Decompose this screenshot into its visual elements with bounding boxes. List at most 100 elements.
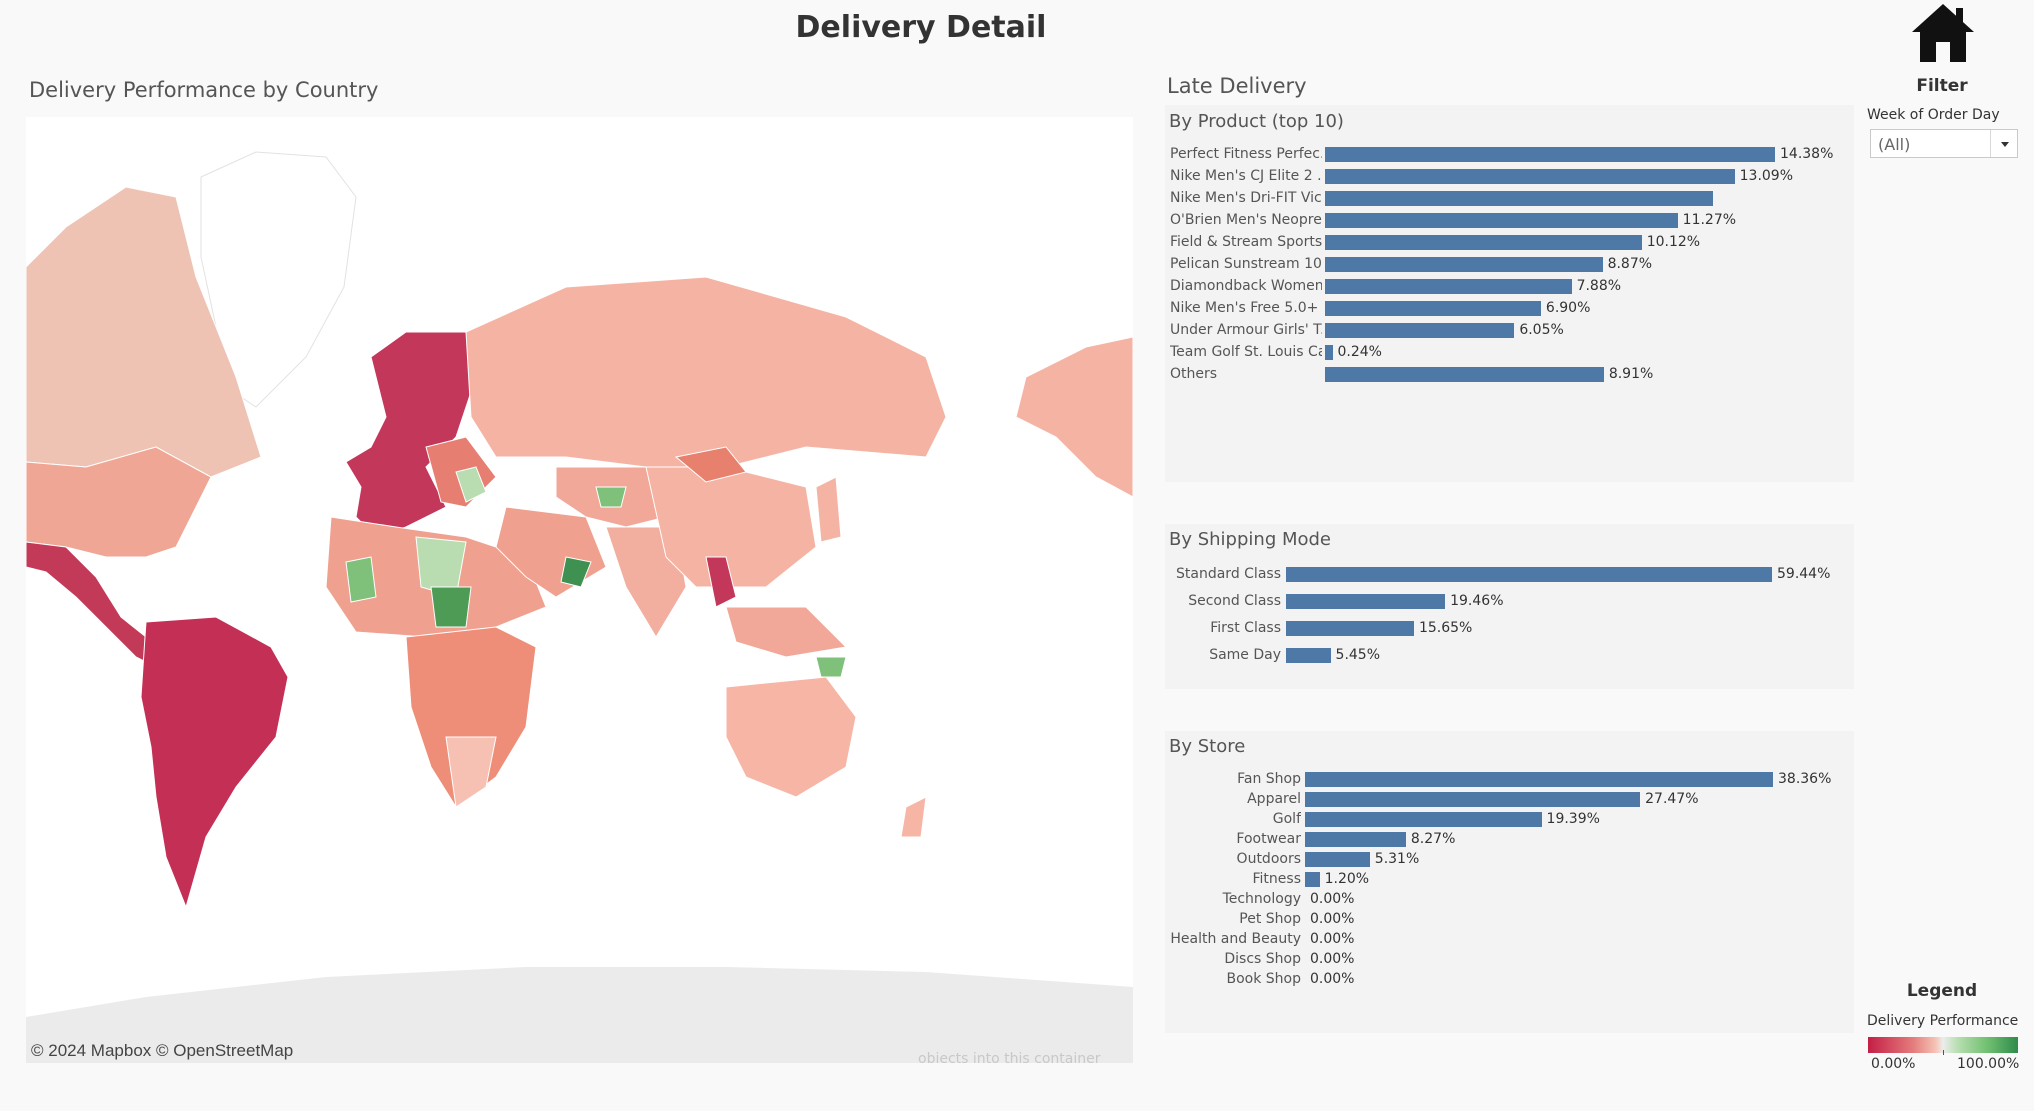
map-title: Delivery Performance by Country — [29, 78, 379, 102]
bar[interactable] — [1325, 191, 1714, 206]
bar-label: O'Brien Men's Neopre.. — [1170, 212, 1322, 228]
russia — [465, 276, 947, 468]
bar-value-label: 27.47% — [1645, 791, 1699, 807]
greenland — [200, 151, 357, 408]
bar-label: Golf — [1272, 811, 1301, 827]
map-canvas[interactable] — [26, 117, 1133, 1063]
bar[interactable] — [1286, 621, 1414, 636]
dashboard-title: Delivery Detail — [795, 10, 1047, 45]
bar-label: First Class — [1210, 620, 1281, 636]
filter-selected-value: (All) — [1878, 135, 1911, 154]
bar[interactable] — [1325, 169, 1735, 184]
bar-value-label: 19.46% — [1450, 593, 1504, 609]
antarctica — [26, 967, 1133, 1063]
bar-label: Nike Men's CJ Elite 2 .. — [1170, 168, 1322, 184]
bar-value-label: 8.87% — [1607, 256, 1653, 272]
by-shipping-panel: By Shipping Mode Standard Class 59.44% Sec… — [1165, 524, 1854, 689]
bar[interactable] — [1305, 792, 1641, 807]
bar-value-label: 14.38% — [1780, 146, 1834, 162]
late-delivery-title: Late Delivery — [1167, 74, 1307, 98]
map-attribution: © 2024 Mapbox © OpenStreetMap — [31, 1041, 294, 1060]
bar-value-label: 10.12% — [1646, 234, 1701, 250]
bar-value-label: 0.00% — [1310, 951, 1355, 967]
west-africa-green — [345, 556, 377, 603]
bar-label: Perfect Fitness Perfec.. — [1170, 146, 1322, 162]
tajikistan — [595, 486, 627, 508]
by-store-panel: By Store Fan Shop 38.36% Apparel 27.47% Golf… — [1165, 731, 1854, 1033]
laos — [705, 556, 737, 608]
bar-label: Discs Shop — [1224, 951, 1301, 967]
bar-label: Pet Shop — [1239, 911, 1301, 927]
bar[interactable] — [1305, 872, 1320, 887]
bar[interactable] — [1325, 323, 1515, 338]
bar[interactable] — [1305, 852, 1370, 867]
week-of-order-day-dropdown[interactable]: (All) — [1870, 129, 2018, 158]
new-zealand — [900, 796, 927, 838]
home-icon[interactable] — [1910, 2, 1976, 64]
south-america — [140, 616, 289, 909]
bar[interactable] — [1305, 772, 1773, 787]
bar-label: Same Day — [1209, 647, 1281, 663]
bar-label: Footwear — [1236, 831, 1301, 847]
bar-label: Nike Men's Free 5.0+ .. — [1170, 300, 1322, 316]
bar-value-label: 15.65% — [1418, 620, 1473, 636]
bar-value-label: 8.27% — [1410, 831, 1456, 847]
by-product-title: By Product (top 10) — [1169, 111, 1344, 132]
bar[interactable] — [1325, 345, 1333, 360]
bar[interactable] — [1305, 812, 1542, 827]
bar[interactable] — [1305, 832, 1406, 847]
australia — [725, 676, 857, 798]
world-map[interactable]: objects into this container — [26, 117, 1133, 1063]
bar-value-label: 38.36% — [1778, 771, 1832, 787]
by-product-panel: By Product (top 10) Perfect Fitness Perf… — [1165, 105, 1854, 482]
bar[interactable] — [1325, 367, 1604, 382]
bar-label: Outdoors — [1236, 851, 1301, 867]
bar[interactable] — [1325, 147, 1775, 162]
south-africa-region — [405, 626, 537, 808]
chevron-down-icon[interactable] — [1990, 130, 2017, 157]
bar-value-label: 0.00% — [1310, 971, 1355, 987]
bar-value-label: 59.44% — [1777, 566, 1831, 582]
filter-label: Week of Order Day — [1867, 107, 2000, 123]
balkans — [455, 466, 487, 503]
bar-label: Pelican Sunstream 10.. — [1170, 256, 1322, 272]
bar-label: Fitness — [1252, 871, 1302, 887]
bar-value-label: 19.39% — [1546, 811, 1600, 827]
bar-label: Others — [1170, 366, 1218, 382]
bar-label: Standard Class — [1176, 566, 1281, 582]
legend-tick — [1943, 1050, 1944, 1055]
bar-label: Field & Stream Sports.. — [1170, 234, 1322, 250]
bar-label: Technology — [1222, 891, 1301, 907]
map-ghost-text: objects into this container — [918, 1051, 1101, 1063]
japan — [815, 476, 842, 543]
bar[interactable] — [1286, 594, 1446, 609]
bar[interactable] — [1286, 567, 1772, 582]
bar-value-label: 1.20% — [1324, 871, 1370, 887]
bar-label: Apparel — [1247, 791, 1301, 807]
bar-value-label: 6.05% — [1519, 322, 1564, 338]
bar-label: Health and Beauty — [1170, 931, 1301, 947]
by-shipping-title: By Shipping Mode — [1169, 529, 1332, 550]
bar-value-label: 5.31% — [1374, 851, 1420, 867]
southern-africa — [445, 736, 497, 808]
bar[interactable] — [1325, 301, 1541, 316]
bar-value-label: 13.09% — [1739, 168, 1794, 184]
bar-value-label: 0.00% — [1310, 911, 1355, 927]
bar[interactable] — [1325, 279, 1572, 294]
bar[interactable] — [1325, 235, 1642, 250]
bar[interactable] — [1325, 257, 1603, 272]
bar-label: Book Shop — [1226, 971, 1301, 987]
bar-value-label: 11.27% — [1682, 212, 1737, 228]
legend-label: Delivery Performance — [1867, 1013, 2019, 1029]
bar-value-label: 8.91% — [1608, 366, 1654, 382]
bar[interactable] — [1286, 648, 1331, 663]
mongolia — [674, 446, 747, 483]
oman — [560, 556, 592, 588]
bar-label: Nike Men's Dri-FIT Vic.. — [1170, 190, 1322, 206]
bar-label: Under Armour Girls' T.. — [1170, 322, 1322, 338]
legend-min: 0.00% — [1871, 1056, 1916, 1072]
bar-label: Second Class — [1188, 593, 1281, 609]
bar[interactable] — [1325, 213, 1678, 228]
legend-max: 100.00% — [1957, 1056, 2020, 1072]
alaska — [1015, 336, 1133, 498]
